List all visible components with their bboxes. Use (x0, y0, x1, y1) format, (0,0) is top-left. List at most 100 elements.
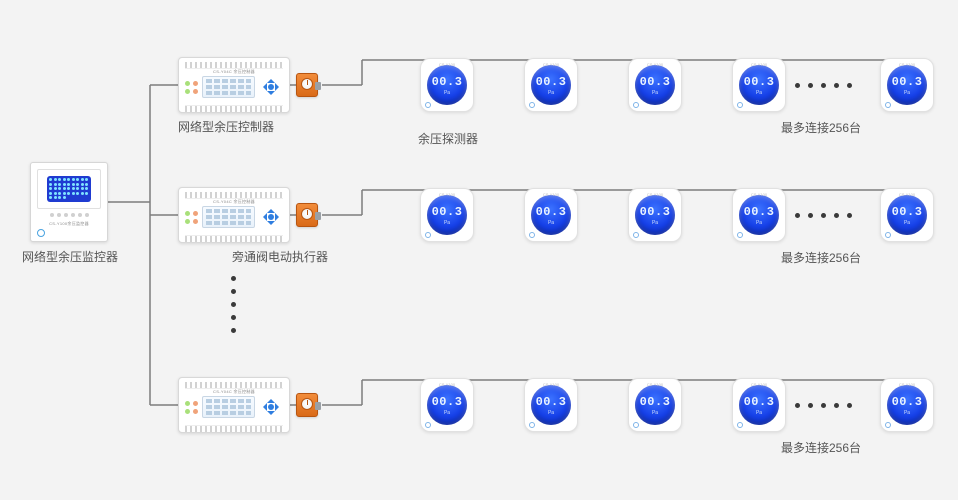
actuator-dial-icon (301, 398, 313, 410)
detector-unit-label: Pa (756, 410, 762, 416)
detector-unit: CS-Y100 00.3 Pa (880, 378, 934, 432)
max-connect-label: 最多连接256台 (781, 439, 861, 456)
ellipsis-horizontal (795, 403, 852, 408)
controller-dpad (259, 75, 283, 99)
detector-face: 00.3 Pa (887, 385, 927, 425)
detector-unit-label: Pa (756, 90, 762, 96)
brand-logo-icon (37, 229, 45, 237)
detector-unit: CS-Y100 00.3 Pa (628, 58, 682, 112)
detector-unit-label: Pa (904, 90, 910, 96)
detector-unit: CS-Y100 00.3 Pa (420, 58, 474, 112)
controller-unit: CS-Y04C 余压控制器 (178, 377, 290, 433)
monitor-unit: CS-Y100余压监控器 (30, 162, 108, 242)
detector-face: 00.3 Pa (635, 195, 675, 235)
controller-terminals-top (185, 382, 283, 389)
detector-model: CS-Y100 (421, 192, 473, 197)
detector-unit-label: Pa (904, 410, 910, 416)
detector-model: CS-Y100 (629, 192, 681, 197)
controller-unit: CS-Y04C 余压控制器 (178, 57, 290, 113)
max-connect-label: 最多连接256台 (781, 249, 861, 266)
detector-model: CS-Y100 (733, 62, 785, 67)
detector-unit: CS-Y100 00.3 Pa (524, 188, 578, 242)
detector-face: 00.3 Pa (887, 195, 927, 235)
detector-reading: 00.3 (536, 75, 567, 89)
detector-unit: CS-Y100 00.3 Pa (880, 58, 934, 112)
actuator-body (296, 203, 318, 227)
detector-unit-label: Pa (652, 220, 658, 226)
brand-logo-icon (425, 232, 431, 238)
detector-reading: 00.3 (640, 75, 671, 89)
actuator-body (296, 393, 318, 417)
detector-face: 00.3 Pa (531, 65, 571, 105)
detector-unit: CS-Y100 00.3 Pa (628, 188, 682, 242)
detector-unit: CS-Y100 00.3 Pa (628, 378, 682, 432)
detector-reading: 00.3 (432, 205, 463, 219)
detector-reading: 00.3 (536, 395, 567, 409)
controller-lcd (202, 206, 255, 228)
brand-logo-icon (885, 422, 891, 428)
detector-reading: 00.3 (892, 395, 923, 409)
detector-reading: 00.3 (744, 395, 775, 409)
detector-unit: CS-Y100 00.3 Pa (880, 188, 934, 242)
detector-model: CS-Y100 (421, 382, 473, 387)
actuator-unit (296, 73, 322, 99)
brand-logo-icon (529, 232, 535, 238)
detector-model: CS-Y100 (881, 382, 933, 387)
brand-logo-icon (425, 102, 431, 108)
controller-leds (185, 211, 198, 224)
monitor-label: 网络型余压监控器 (22, 248, 118, 265)
detector-unit-label: Pa (548, 220, 554, 226)
controller-terminals-top (185, 192, 283, 199)
controller-label: 网络型余压控制器 (178, 118, 274, 135)
detector-unit-label: Pa (444, 220, 450, 226)
detector-unit-label: Pa (652, 90, 658, 96)
detector-reading: 00.3 (432, 75, 463, 89)
detector-face: 00.3 Pa (531, 385, 571, 425)
monitor-model: CS-Y100余压监控器 (37, 221, 101, 227)
actuator-shaft (315, 402, 321, 410)
brand-logo-icon (737, 102, 743, 108)
actuator-unit (296, 393, 322, 419)
detector-face: 00.3 Pa (427, 65, 467, 105)
detector-reading: 00.3 (744, 75, 775, 89)
brand-logo-icon (425, 422, 431, 428)
detector-reading: 00.3 (640, 205, 671, 219)
detector-model: CS-Y100 (629, 62, 681, 67)
controller-lcd (202, 76, 255, 98)
detector-unit-label: Pa (444, 90, 450, 96)
detector-face: 00.3 Pa (427, 385, 467, 425)
detector-unit: CS-Y100 00.3 Pa (524, 58, 578, 112)
controller-lcd (202, 396, 255, 418)
detector-reading: 00.3 (536, 205, 567, 219)
brand-logo-icon (529, 102, 535, 108)
actuator-dial-icon (301, 208, 313, 220)
detector-face: 00.3 Pa (635, 65, 675, 105)
controller-terminals-bottom (185, 105, 283, 112)
detector-model: CS-Y100 (881, 62, 933, 67)
detector-label: 余压探测器 (418, 130, 478, 147)
ellipsis-vertical (231, 276, 236, 333)
actuator-dial-icon (301, 78, 313, 90)
actuator-label: 旁通阀电动执行器 (232, 248, 328, 265)
actuator-unit (296, 203, 322, 229)
ellipsis-horizontal (795, 213, 852, 218)
detector-model: CS-Y100 (733, 382, 785, 387)
controller-unit: CS-Y04C 余压控制器 (178, 187, 290, 243)
detector-unit-label: Pa (548, 90, 554, 96)
detector-model: CS-Y100 (525, 382, 577, 387)
monitor-screen-frame (37, 169, 101, 209)
detector-face: 00.3 Pa (635, 385, 675, 425)
controller-dpad (259, 395, 283, 419)
brand-logo-icon (737, 232, 743, 238)
detector-face: 00.3 Pa (739, 195, 779, 235)
detector-unit-label: Pa (548, 410, 554, 416)
controller-leds (185, 81, 198, 94)
actuator-shaft (315, 212, 321, 220)
detector-model: CS-Y100 (733, 192, 785, 197)
detector-face: 00.3 Pa (427, 195, 467, 235)
detector-unit-label: Pa (444, 410, 450, 416)
detector-face: 00.3 Pa (887, 65, 927, 105)
ellipsis-horizontal (795, 83, 852, 88)
detector-reading: 00.3 (640, 395, 671, 409)
controller-leds (185, 401, 198, 414)
